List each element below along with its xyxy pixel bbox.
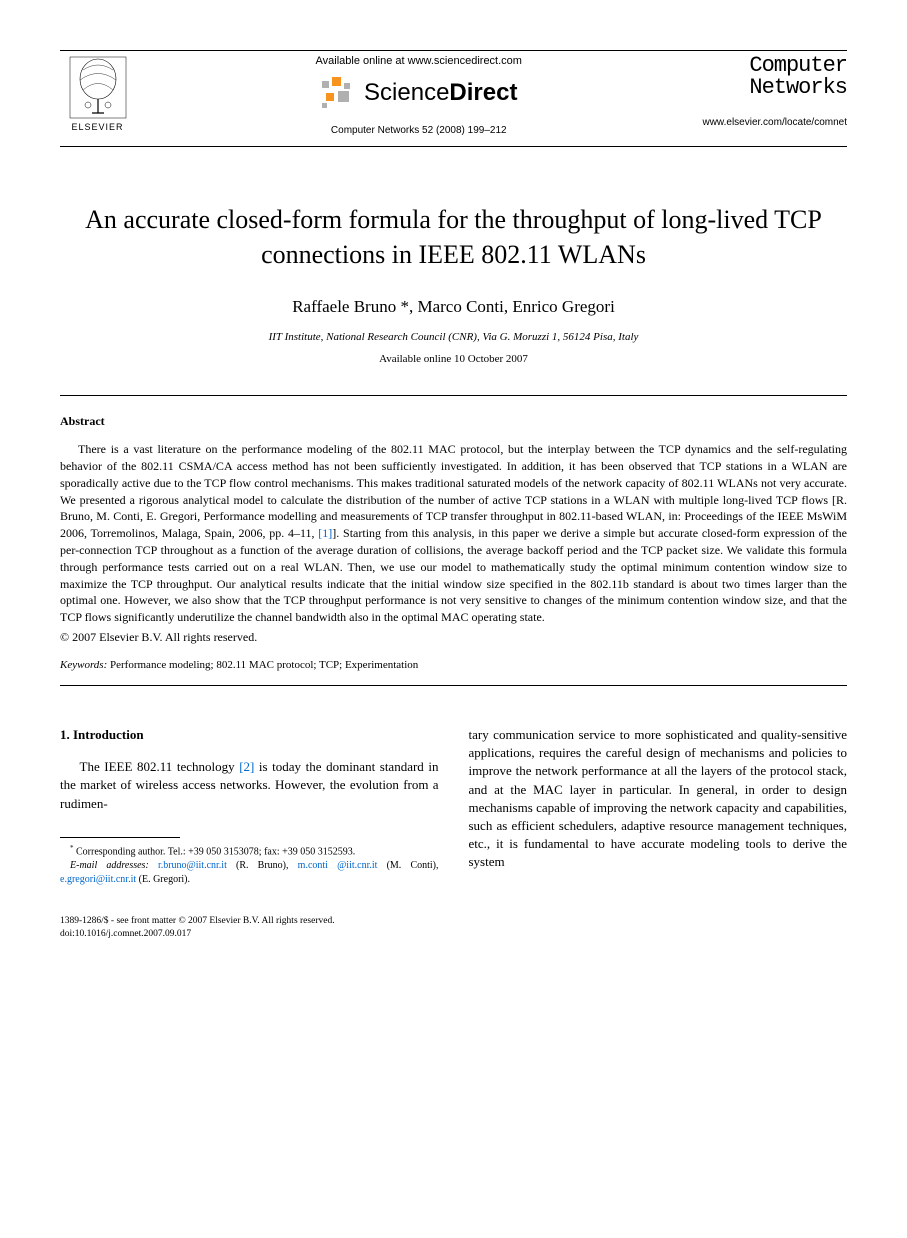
sd-direct: Direct [449,79,517,106]
email-footnote: E-mail addresses: r.bruno@iit.cnr.it (R.… [60,859,439,887]
journal-name-line1: Computer [702,55,847,77]
journal-reference: Computer Networks 52 (2008) 199–212 [155,125,682,136]
email-name-3: (E. Gregori). [136,874,190,885]
corresponding-text: Corresponding author. Tel.: +39 050 3153… [76,846,355,857]
footnote-rule [60,837,180,838]
footer: 1389-1286/$ - see front matter © 2007 El… [60,915,847,942]
authors: Raffaele Bruno *, Marco Conti, Enrico Gr… [60,297,847,317]
journal-logo: Computer Networks [702,55,847,99]
corresponding-footnote: * Corresponding author. Tel.: +39 050 31… [60,844,439,859]
intro-text-pre: The IEEE 802.11 technology [80,759,240,774]
intro-para-left: The IEEE 802.11 technology [2] is today … [60,758,439,813]
abstract-heading: Abstract [60,414,847,429]
body-columns: 1. Introduction The IEEE 802.11 technolo… [60,726,847,887]
elsevier-label: ELSEVIER [71,122,123,132]
sciencedirect-logo: ScienceDirect [155,75,682,111]
header-bottom-rule [60,146,847,147]
available-online-text: Available online at www.sciencedirect.co… [155,55,682,67]
left-column: 1. Introduction The IEEE 802.11 technolo… [60,726,439,887]
abstract-bottom-rule [60,685,847,686]
journal-url: www.elsevier.com/locate/comnet [702,117,847,128]
email-link-3[interactable]: e.gregori@iit.cnr.it [60,874,136,885]
email-name-2: (M. Conti), [377,860,438,871]
journal-logo-block: Computer Networks www.elsevier.com/locat… [702,55,847,128]
available-date: Available online 10 October 2007 [60,353,847,365]
sd-science: Science [364,79,449,106]
affiliation: IIT Institute, National Research Council… [60,331,847,343]
reference-link-2[interactable]: [2] [239,759,254,774]
right-column: tary communication service to more sophi… [469,726,848,887]
abstract-top-rule [60,395,847,396]
sciencedirect-text: ScienceDirect [364,79,517,107]
email-link-1[interactable]: r.bruno@iit.cnr.it [158,860,227,871]
intro-heading: 1. Introduction [60,726,439,744]
email-name-1: (R. Bruno), [227,860,298,871]
reference-link-1[interactable]: [1] [318,526,332,540]
top-rule [60,50,847,51]
header-row: ELSEVIER Available online at www.science… [60,55,847,136]
center-header: Available online at www.sciencedirect.co… [135,55,702,136]
keywords-label: Keywords: [60,659,107,671]
email-label: E-mail addresses: [70,860,149,871]
intro-para-right: tary communication service to more sophi… [469,726,848,872]
sciencedirect-icon [320,75,356,111]
abstract-body: There is a vast literature on the perfor… [60,441,847,626]
elsevier-tree-icon [68,55,128,120]
abstract-text-post: ]. Starting from this analysis, in this … [60,526,847,624]
footer-doi: doi:10.1016/j.comnet.2007.09.017 [60,928,847,941]
copyright-line: © 2007 Elsevier B.V. All rights reserved… [60,630,847,645]
email-link-2[interactable]: m.conti @iit.cnr.it [298,860,378,871]
elsevier-logo: ELSEVIER [60,55,135,132]
journal-name-line2: Networks [720,77,847,99]
keywords: Keywords: Performance modeling; 802.11 M… [60,659,847,671]
footer-line1: 1389-1286/$ - see front matter © 2007 El… [60,915,847,928]
keywords-text: Performance modeling; 802.11 MAC protoco… [107,659,418,671]
paper-title: An accurate closed-form formula for the … [80,202,827,272]
